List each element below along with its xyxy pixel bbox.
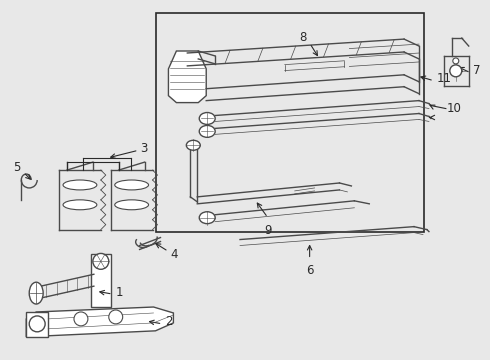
Ellipse shape	[199, 212, 215, 224]
Ellipse shape	[115, 200, 148, 210]
Circle shape	[450, 65, 462, 77]
Circle shape	[109, 310, 122, 324]
Text: 8: 8	[299, 31, 306, 44]
Ellipse shape	[199, 125, 215, 137]
Ellipse shape	[199, 113, 215, 125]
Text: 4: 4	[171, 248, 178, 261]
Circle shape	[453, 58, 459, 64]
Text: 10: 10	[447, 102, 462, 115]
Text: 5: 5	[14, 161, 21, 174]
Circle shape	[74, 312, 88, 326]
Ellipse shape	[115, 180, 148, 190]
Circle shape	[29, 316, 45, 332]
Polygon shape	[91, 255, 111, 307]
Ellipse shape	[63, 180, 97, 190]
Circle shape	[93, 253, 109, 269]
Bar	[26, 312, 48, 337]
Ellipse shape	[29, 282, 43, 304]
Text: 6: 6	[306, 264, 314, 277]
Polygon shape	[169, 51, 206, 103]
Ellipse shape	[186, 140, 200, 150]
Ellipse shape	[63, 200, 97, 210]
Text: 9: 9	[264, 224, 271, 237]
Text: 1: 1	[116, 285, 123, 299]
Polygon shape	[26, 307, 173, 337]
Text: 3: 3	[141, 142, 148, 155]
Text: 7: 7	[473, 64, 480, 77]
Bar	[155, 13, 424, 231]
Text: 11: 11	[437, 72, 452, 85]
Text: 2: 2	[166, 315, 173, 328]
